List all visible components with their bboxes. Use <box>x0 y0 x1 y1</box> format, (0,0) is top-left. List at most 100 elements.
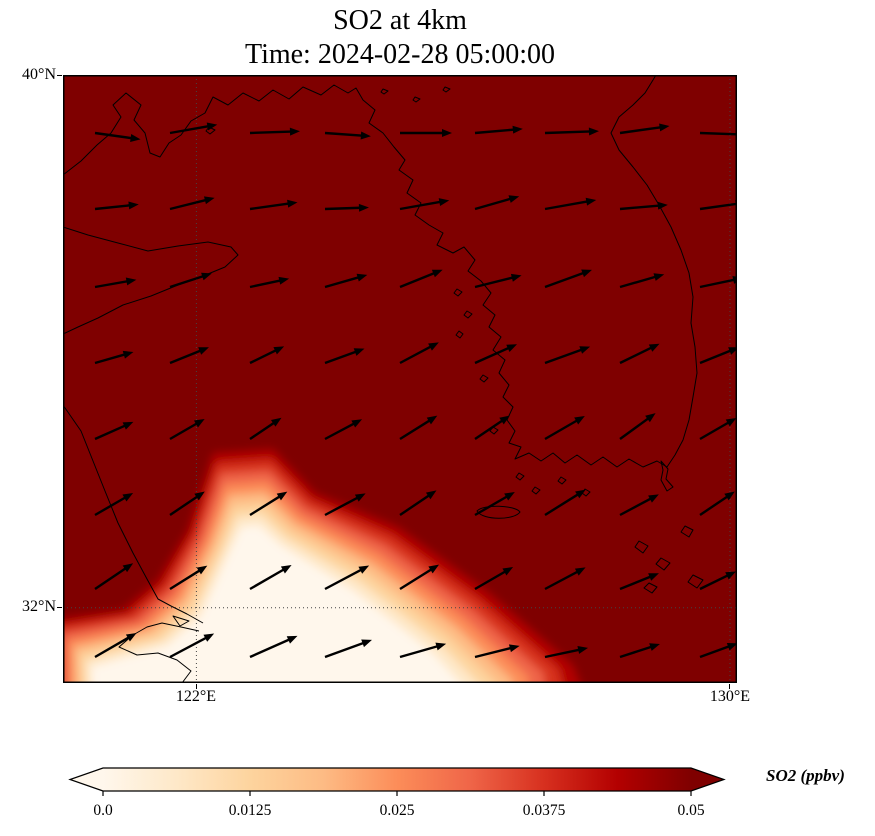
wind-arrow-shaft <box>94 566 128 590</box>
wind-arrow-shaft <box>94 204 131 211</box>
wind-arrow <box>399 564 440 591</box>
wind-arrow-head <box>278 276 290 285</box>
wind-arrow <box>399 198 450 211</box>
wind-arrow-shaft <box>324 131 363 137</box>
wind-arrow <box>249 199 298 211</box>
wind-arrow <box>324 639 372 659</box>
wind-arrow <box>399 642 447 659</box>
wind-arrow <box>699 276 737 289</box>
wind-arrow-head <box>203 633 215 642</box>
wind-arrow-shaft <box>249 421 276 440</box>
colorbar-gradient-bar <box>68 767 726 792</box>
wind-arrow-shaft <box>474 418 504 440</box>
wind-arrow-head <box>270 417 282 427</box>
coastline-path <box>380 88 389 95</box>
wind-arrow <box>474 492 515 517</box>
wind-arrow-head <box>198 347 209 355</box>
wind-arrow <box>544 416 585 441</box>
colorbar-tick-label: 0.05 <box>677 802 704 819</box>
wind-arrow <box>94 563 134 590</box>
wind-arrow <box>544 567 586 591</box>
wind-arrow-head <box>286 635 298 644</box>
wind-arrow-head <box>428 564 440 574</box>
wind-arrow-head <box>659 123 670 132</box>
wind-arrow <box>94 277 137 289</box>
coastline-path <box>442 86 451 93</box>
wind-arrow-shaft <box>94 495 127 517</box>
wind-arrow-head <box>193 419 205 428</box>
wind-arrow-shaft <box>324 641 365 659</box>
wind-arrow-head <box>504 492 515 501</box>
ytick-40N: 40°N <box>22 66 56 83</box>
wind-arrow-head <box>122 421 134 430</box>
wind-arrow <box>474 125 523 135</box>
wind-arrow <box>94 421 134 441</box>
wind-arrow-head <box>289 127 300 136</box>
wind-arrow <box>324 493 366 517</box>
wind-arrow <box>619 643 660 659</box>
wind-arrow-shaft <box>619 497 653 517</box>
wind-arrow-shaft <box>324 275 360 289</box>
wind-arrow <box>94 633 137 659</box>
wind-arrow <box>249 346 285 365</box>
wind-arrow <box>169 196 215 211</box>
wind-arrow-shaft <box>399 200 442 211</box>
wind-arrow-shaft <box>544 348 583 365</box>
so2-plume <box>63 449 581 683</box>
wind-arrow <box>169 491 205 516</box>
wind-arrow-head <box>508 195 520 203</box>
wind-arrow-head <box>358 565 370 574</box>
wind-arrow <box>249 276 290 289</box>
wind-arrow-head <box>426 415 438 425</box>
xtick-122E: 122°E <box>175 688 217 705</box>
wind-arrow-shaft <box>94 279 129 289</box>
map-plot-area <box>63 75 737 683</box>
wind-arrow-head <box>499 415 510 425</box>
wind-arrow-head <box>574 416 585 425</box>
wind-arrow <box>169 633 215 659</box>
wind-arrow-head <box>574 567 586 576</box>
wind-arrow-head <box>732 276 737 284</box>
wind-arrow-shaft <box>544 648 581 659</box>
wind-arrow <box>94 201 139 211</box>
wind-arrow-shaft <box>324 568 363 591</box>
wind-arrow <box>619 273 665 289</box>
wind-arrow-head <box>725 418 737 427</box>
wind-arrow-head <box>196 565 208 575</box>
wind-arrow-shaft <box>544 200 589 211</box>
wind-arrow <box>544 127 599 136</box>
wind-arrow <box>699 491 735 516</box>
wind-arrow-shaft <box>699 494 729 516</box>
wind-arrow-head <box>724 491 735 501</box>
wind-arrow <box>619 343 660 365</box>
wind-arrow <box>699 131 737 136</box>
wind-arrow-head <box>588 127 599 136</box>
wind-arrow-shaft <box>249 130 293 135</box>
wind-arrow <box>324 348 365 365</box>
colorbar-tick-label: 0.025 <box>380 802 415 819</box>
wind-arrow <box>619 413 656 440</box>
wind-arrow <box>699 571 736 591</box>
wind-arrow-shaft <box>619 416 650 440</box>
wind-arrow-shaft <box>399 493 431 516</box>
wind-arrow <box>619 573 659 591</box>
coastline-path <box>63 75 698 468</box>
wind-arrow <box>94 493 134 517</box>
wind-arrow-shaft <box>619 275 657 289</box>
wind-arrow-shaft <box>544 570 580 591</box>
wind-arrow-shaft <box>699 573 730 591</box>
wind-arrow-head <box>425 490 437 500</box>
wind-arrow-shaft <box>544 130 592 135</box>
wind-arrow-head <box>442 129 452 137</box>
wind-arrow <box>474 567 514 591</box>
wind-arrow-shaft <box>94 635 131 659</box>
wind-arrow <box>399 342 439 365</box>
coastline-path <box>557 476 567 485</box>
wind-arrow-shaft <box>169 494 199 516</box>
plot-title: SO2 at 4km <box>333 5 467 36</box>
wind-arrow-head <box>648 343 660 352</box>
wind-arrow <box>324 565 370 591</box>
wind-arrow-head <box>506 344 518 353</box>
coastline-path <box>63 404 204 624</box>
wind-arrow-head <box>361 639 372 648</box>
